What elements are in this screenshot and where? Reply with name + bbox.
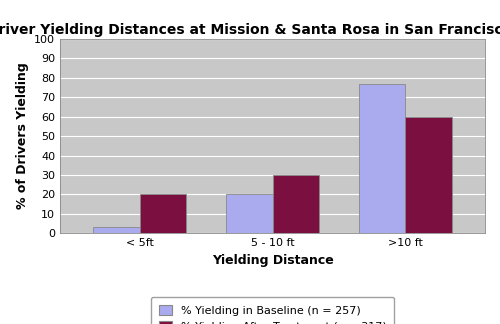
Bar xyxy=(406,117,452,233)
Bar xyxy=(93,227,140,233)
Legend: % Yielding in Baseline (n = 257), % Yielding After Treatment (n = 317): % Yielding in Baseline (n = 257), % Yiel… xyxy=(150,297,394,324)
Bar xyxy=(226,194,272,233)
X-axis label: Yielding Distance: Yielding Distance xyxy=(212,254,334,267)
Text: Driver Yielding Distances at Mission & Santa Rosa in San Francisco: Driver Yielding Distances at Mission & S… xyxy=(0,23,500,37)
Bar xyxy=(359,84,406,233)
Y-axis label: % of Drivers Yielding: % of Drivers Yielding xyxy=(16,63,28,209)
Bar xyxy=(140,194,186,233)
Bar xyxy=(272,175,319,233)
